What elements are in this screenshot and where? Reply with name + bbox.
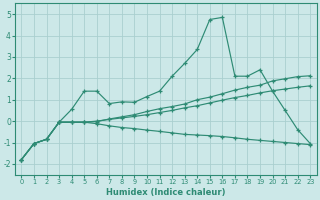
X-axis label: Humidex (Indice chaleur): Humidex (Indice chaleur) (106, 188, 226, 197)
